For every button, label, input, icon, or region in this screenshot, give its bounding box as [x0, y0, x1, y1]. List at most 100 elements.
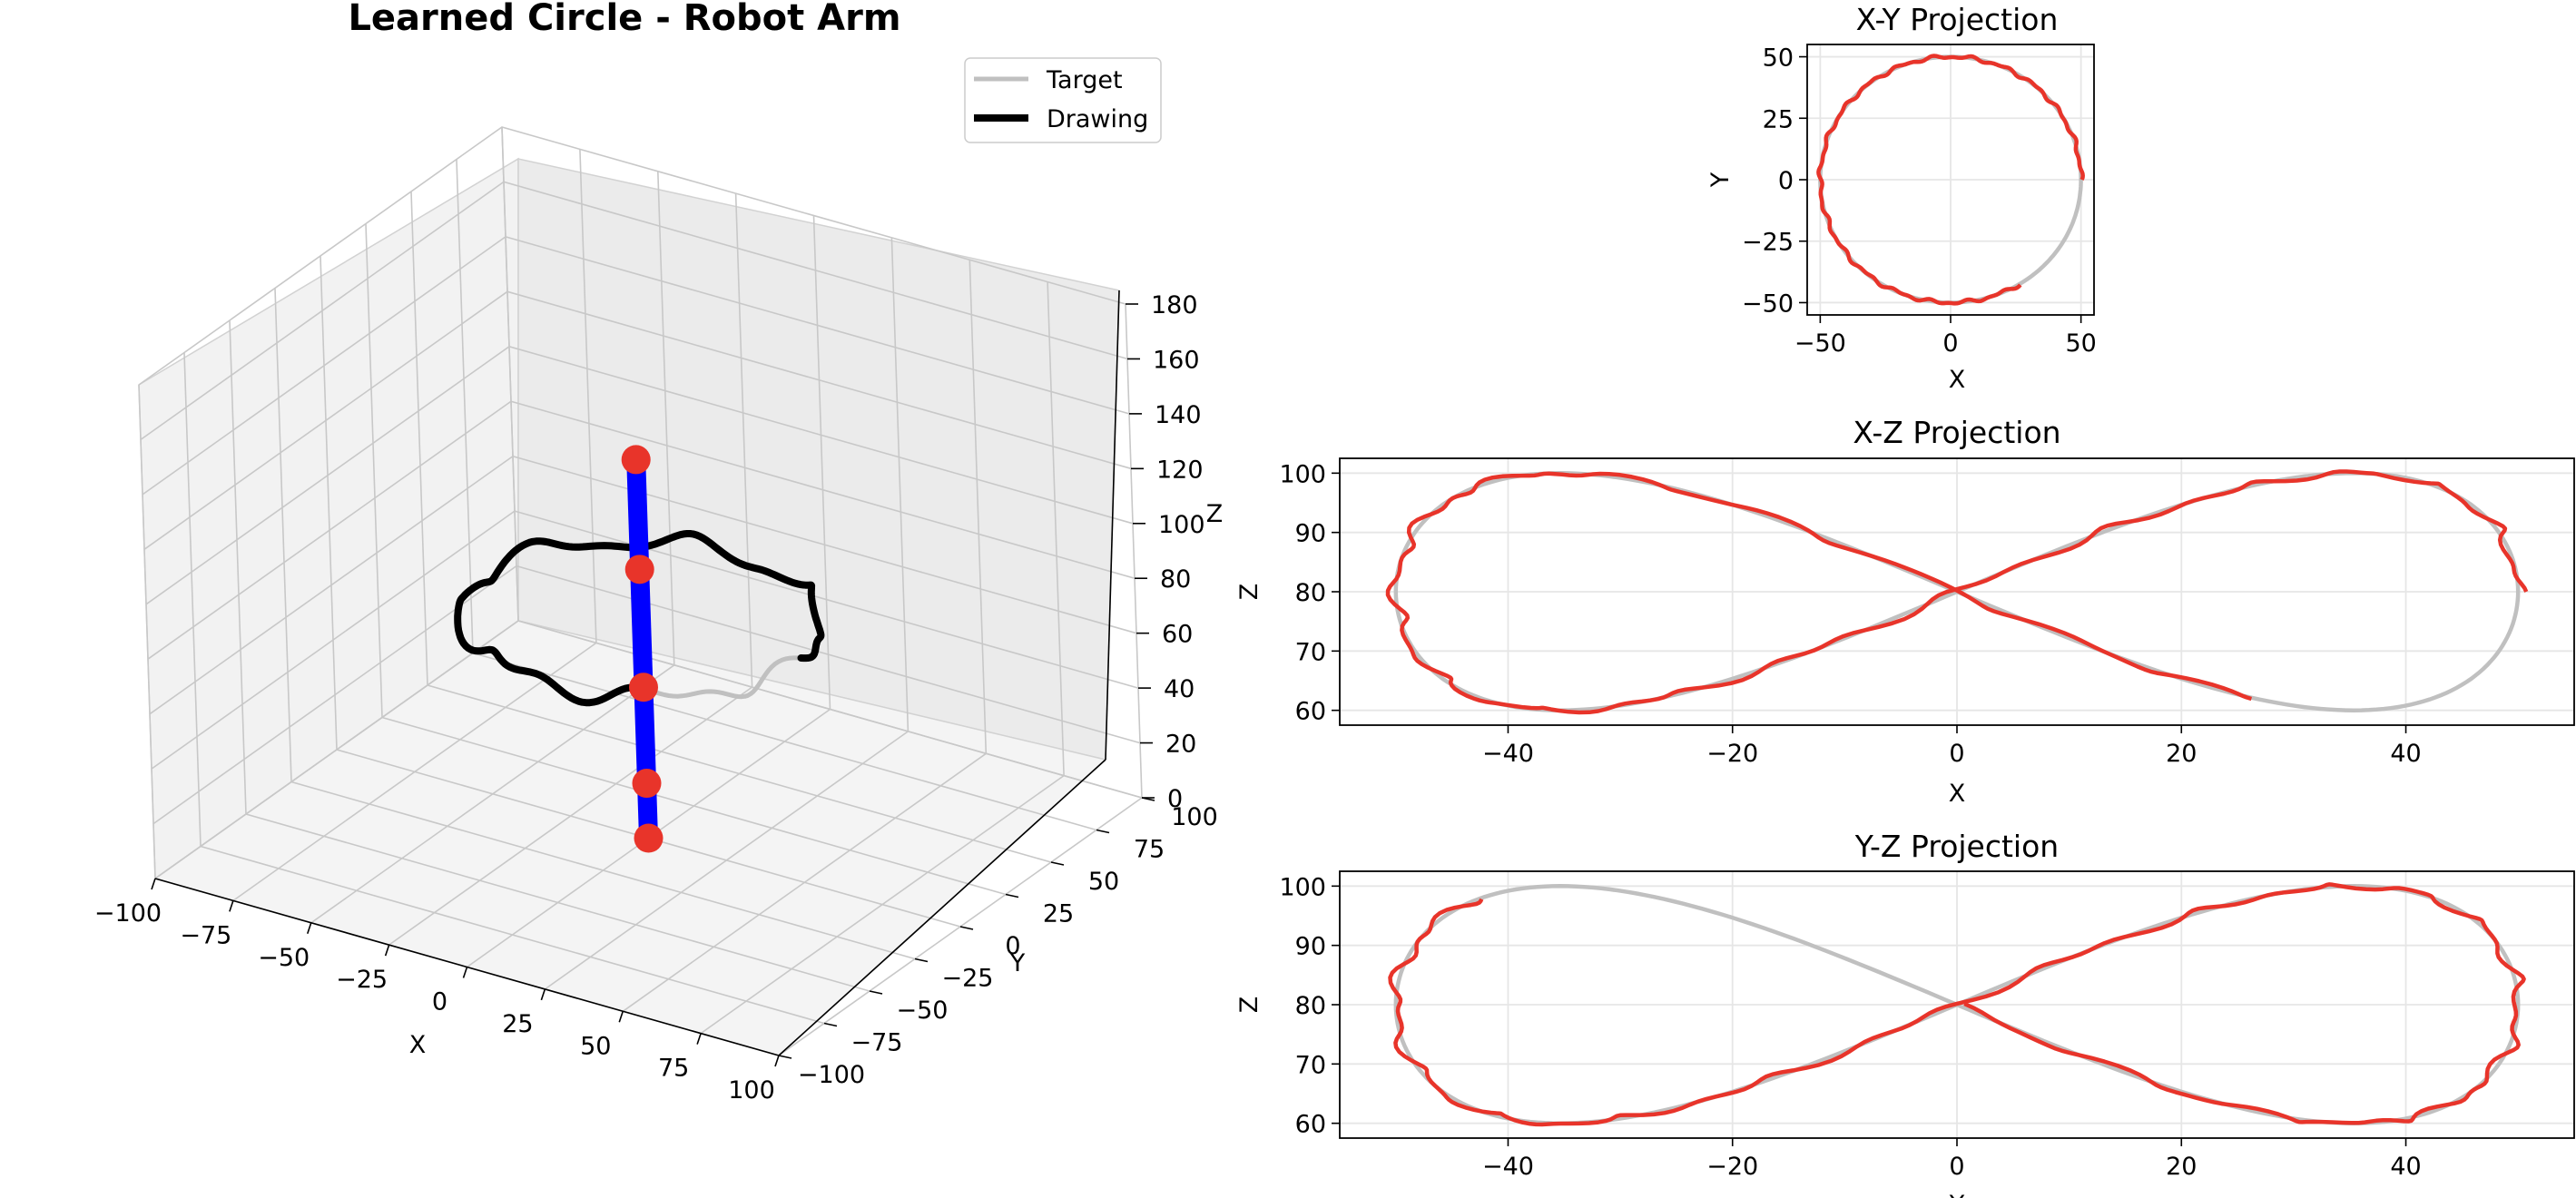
xz-ytick-label-4: 100 — [1279, 460, 1326, 488]
yz-ytick-label-2: 80 — [1295, 992, 1326, 1020]
xz-ytick-label-3: 90 — [1295, 520, 1326, 548]
y3d-tick-6 — [1050, 861, 1065, 866]
z3d-tick-label-8: 160 — [1153, 346, 1200, 374]
xz-xtick-label-2: 0 — [1949, 740, 1964, 768]
x3d-tick-2 — [306, 922, 312, 935]
grid3d-z-2 — [151, 510, 1139, 770]
xy-y-label: Y — [1706, 172, 1735, 188]
arm-joint-3 — [624, 555, 654, 584]
yz-ticks: −40 −20 0 20 40 60 70 80 90 100 — [1279, 873, 2421, 1181]
arm-joint-2 — [629, 673, 658, 702]
xy-x-label: X — [1949, 366, 1966, 394]
xy-ytick-label-3: 25 — [1763, 105, 1794, 133]
ticks-3d: −100−75−50−250255075100−100−75−50−250255… — [94, 291, 1218, 1105]
y3d-tick-2 — [869, 990, 883, 995]
grid3d-z-3 — [149, 455, 1137, 715]
xz-xtick-label-0: −40 — [1482, 740, 1534, 768]
yz-y-label: Z — [1235, 997, 1263, 1014]
xz-drawing-path — [1385, 469, 2529, 715]
z3d-tick-label-6: 120 — [1156, 456, 1204, 484]
x3d-tick-5 — [540, 988, 546, 1001]
y3d-tick-label-5: 25 — [1043, 900, 1074, 928]
y3d-tick-7 — [1096, 829, 1110, 834]
yz-xtick-label-0: −40 — [1482, 1153, 1534, 1181]
grid3d-z-0 — [154, 620, 1143, 879]
xz-ytick-label-0: 60 — [1295, 698, 1326, 726]
y-axis-label: Y — [1009, 949, 1026, 977]
y-axis-line — [778, 759, 1106, 1056]
x3d-tick-label-0: −100 — [94, 899, 162, 928]
yz-x-label: Y — [1949, 1191, 1965, 1198]
x3d-tick-4 — [462, 967, 468, 978]
xy-ticks: −50 0 50 −50 −25 0 25 50 — [1742, 44, 2097, 358]
x3d-tick-label-5: 25 — [502, 1010, 533, 1038]
y3d-tick-label-3: −25 — [942, 965, 994, 993]
y3d-tick-label-6: 50 — [1088, 868, 1119, 896]
z3d-tick-label-9: 180 — [1151, 291, 1198, 319]
x3d-tick-1 — [229, 900, 234, 912]
yz-xtick-label-1: −20 — [1706, 1153, 1758, 1181]
yz-ytick-label-1: 70 — [1295, 1051, 1326, 1079]
x3d-tick-label-8: 100 — [728, 1076, 775, 1105]
xz-xtick-label-1: −20 — [1706, 740, 1758, 768]
y3d-tick-label-4: 0 — [1005, 932, 1020, 960]
xy-ytick-label-1: −25 — [1742, 229, 1794, 257]
xy-xtick-label-0: −50 — [1794, 329, 1846, 358]
x3d-tick-3 — [384, 944, 390, 957]
z-axis-label: Z — [1206, 500, 1224, 528]
xz-title: X-Z Projection — [1853, 415, 2060, 450]
grid3d-z-1 — [152, 565, 1141, 825]
z3d-tick-label-5: 100 — [1158, 511, 1205, 539]
y3d-tick-label-8: 100 — [1171, 803, 1218, 831]
xy-gridlines — [1807, 44, 2094, 315]
x3d-tick-label-7: 75 — [658, 1055, 689, 1083]
xz-ytick-label-1: 70 — [1295, 638, 1326, 666]
x3d-tick-0 — [151, 878, 156, 890]
yz-title: Y-Z Projection — [1854, 829, 2059, 864]
xy-title: X-Y Projection — [1856, 2, 2059, 37]
legend-drawing-label: Drawing — [1047, 105, 1148, 133]
xy-projection-plot: X-Y Projection −50 0 50 −50 −25 0 25 50 X Y — [1706, 2, 2097, 394]
x3d-tick-8 — [774, 1055, 780, 1067]
grid3d-z-5 — [145, 345, 1134, 605]
y3d-tick-0 — [778, 1055, 792, 1059]
z3d-tick-label-1: 20 — [1165, 731, 1196, 759]
grid3d-z-7 — [142, 236, 1130, 496]
x3d-tick-label-3: −25 — [336, 966, 388, 994]
xy-ytick-label-0: −50 — [1742, 290, 1794, 318]
legend: Target Drawing — [964, 57, 1162, 143]
yz-xtick-label-2: 0 — [1949, 1153, 1964, 1181]
z3d-tick-label-4: 80 — [1160, 565, 1191, 594]
y3d-tick-4 — [959, 926, 974, 930]
z3d-tick-label-7: 140 — [1155, 401, 1202, 429]
xy-ytick-label-4: 50 — [1763, 44, 1794, 73]
z3d-tick-label-2: 40 — [1164, 675, 1195, 703]
y3d-tick-label-2: −50 — [897, 997, 949, 1025]
yz-ytick-label-0: 60 — [1295, 1111, 1326, 1139]
xz-ytick-label-2: 80 — [1295, 579, 1326, 607]
grid-3d — [138, 126, 1143, 1056]
xz-ticks: −40 −20 0 20 40 60 70 80 90 100 — [1279, 460, 2421, 768]
drawing-path-3d — [454, 530, 825, 707]
xy-xtick-label-2: 50 — [2065, 329, 2096, 358]
arm-joint-1 — [632, 769, 662, 799]
yz-ytick-label-3: 90 — [1295, 933, 1326, 961]
z-axis-line — [1105, 290, 1120, 761]
legend-target-label: Target — [1046, 66, 1123, 94]
y3d-tick-5 — [1005, 893, 1019, 898]
x3d-tick-label-6: 50 — [580, 1032, 611, 1060]
x-axis-label: X — [409, 1031, 427, 1059]
xy-xtick-label-1: 0 — [1942, 329, 1958, 358]
x3d-tick-label-2: −50 — [258, 944, 310, 972]
z3d-tick-label-3: 60 — [1162, 621, 1193, 649]
yz-drawing-path — [1388, 882, 2526, 1127]
x3d-tick-7 — [696, 1033, 702, 1045]
y3d-tick-label-0: −100 — [798, 1061, 865, 1089]
yz-xtick-label-3: 20 — [2166, 1153, 2197, 1181]
grid3d-z-8 — [140, 181, 1128, 441]
yz-xtick-label-4: 40 — [2390, 1153, 2421, 1181]
y3d-tick-label-1: −75 — [851, 1029, 903, 1057]
y3d-tick-1 — [823, 1022, 838, 1027]
